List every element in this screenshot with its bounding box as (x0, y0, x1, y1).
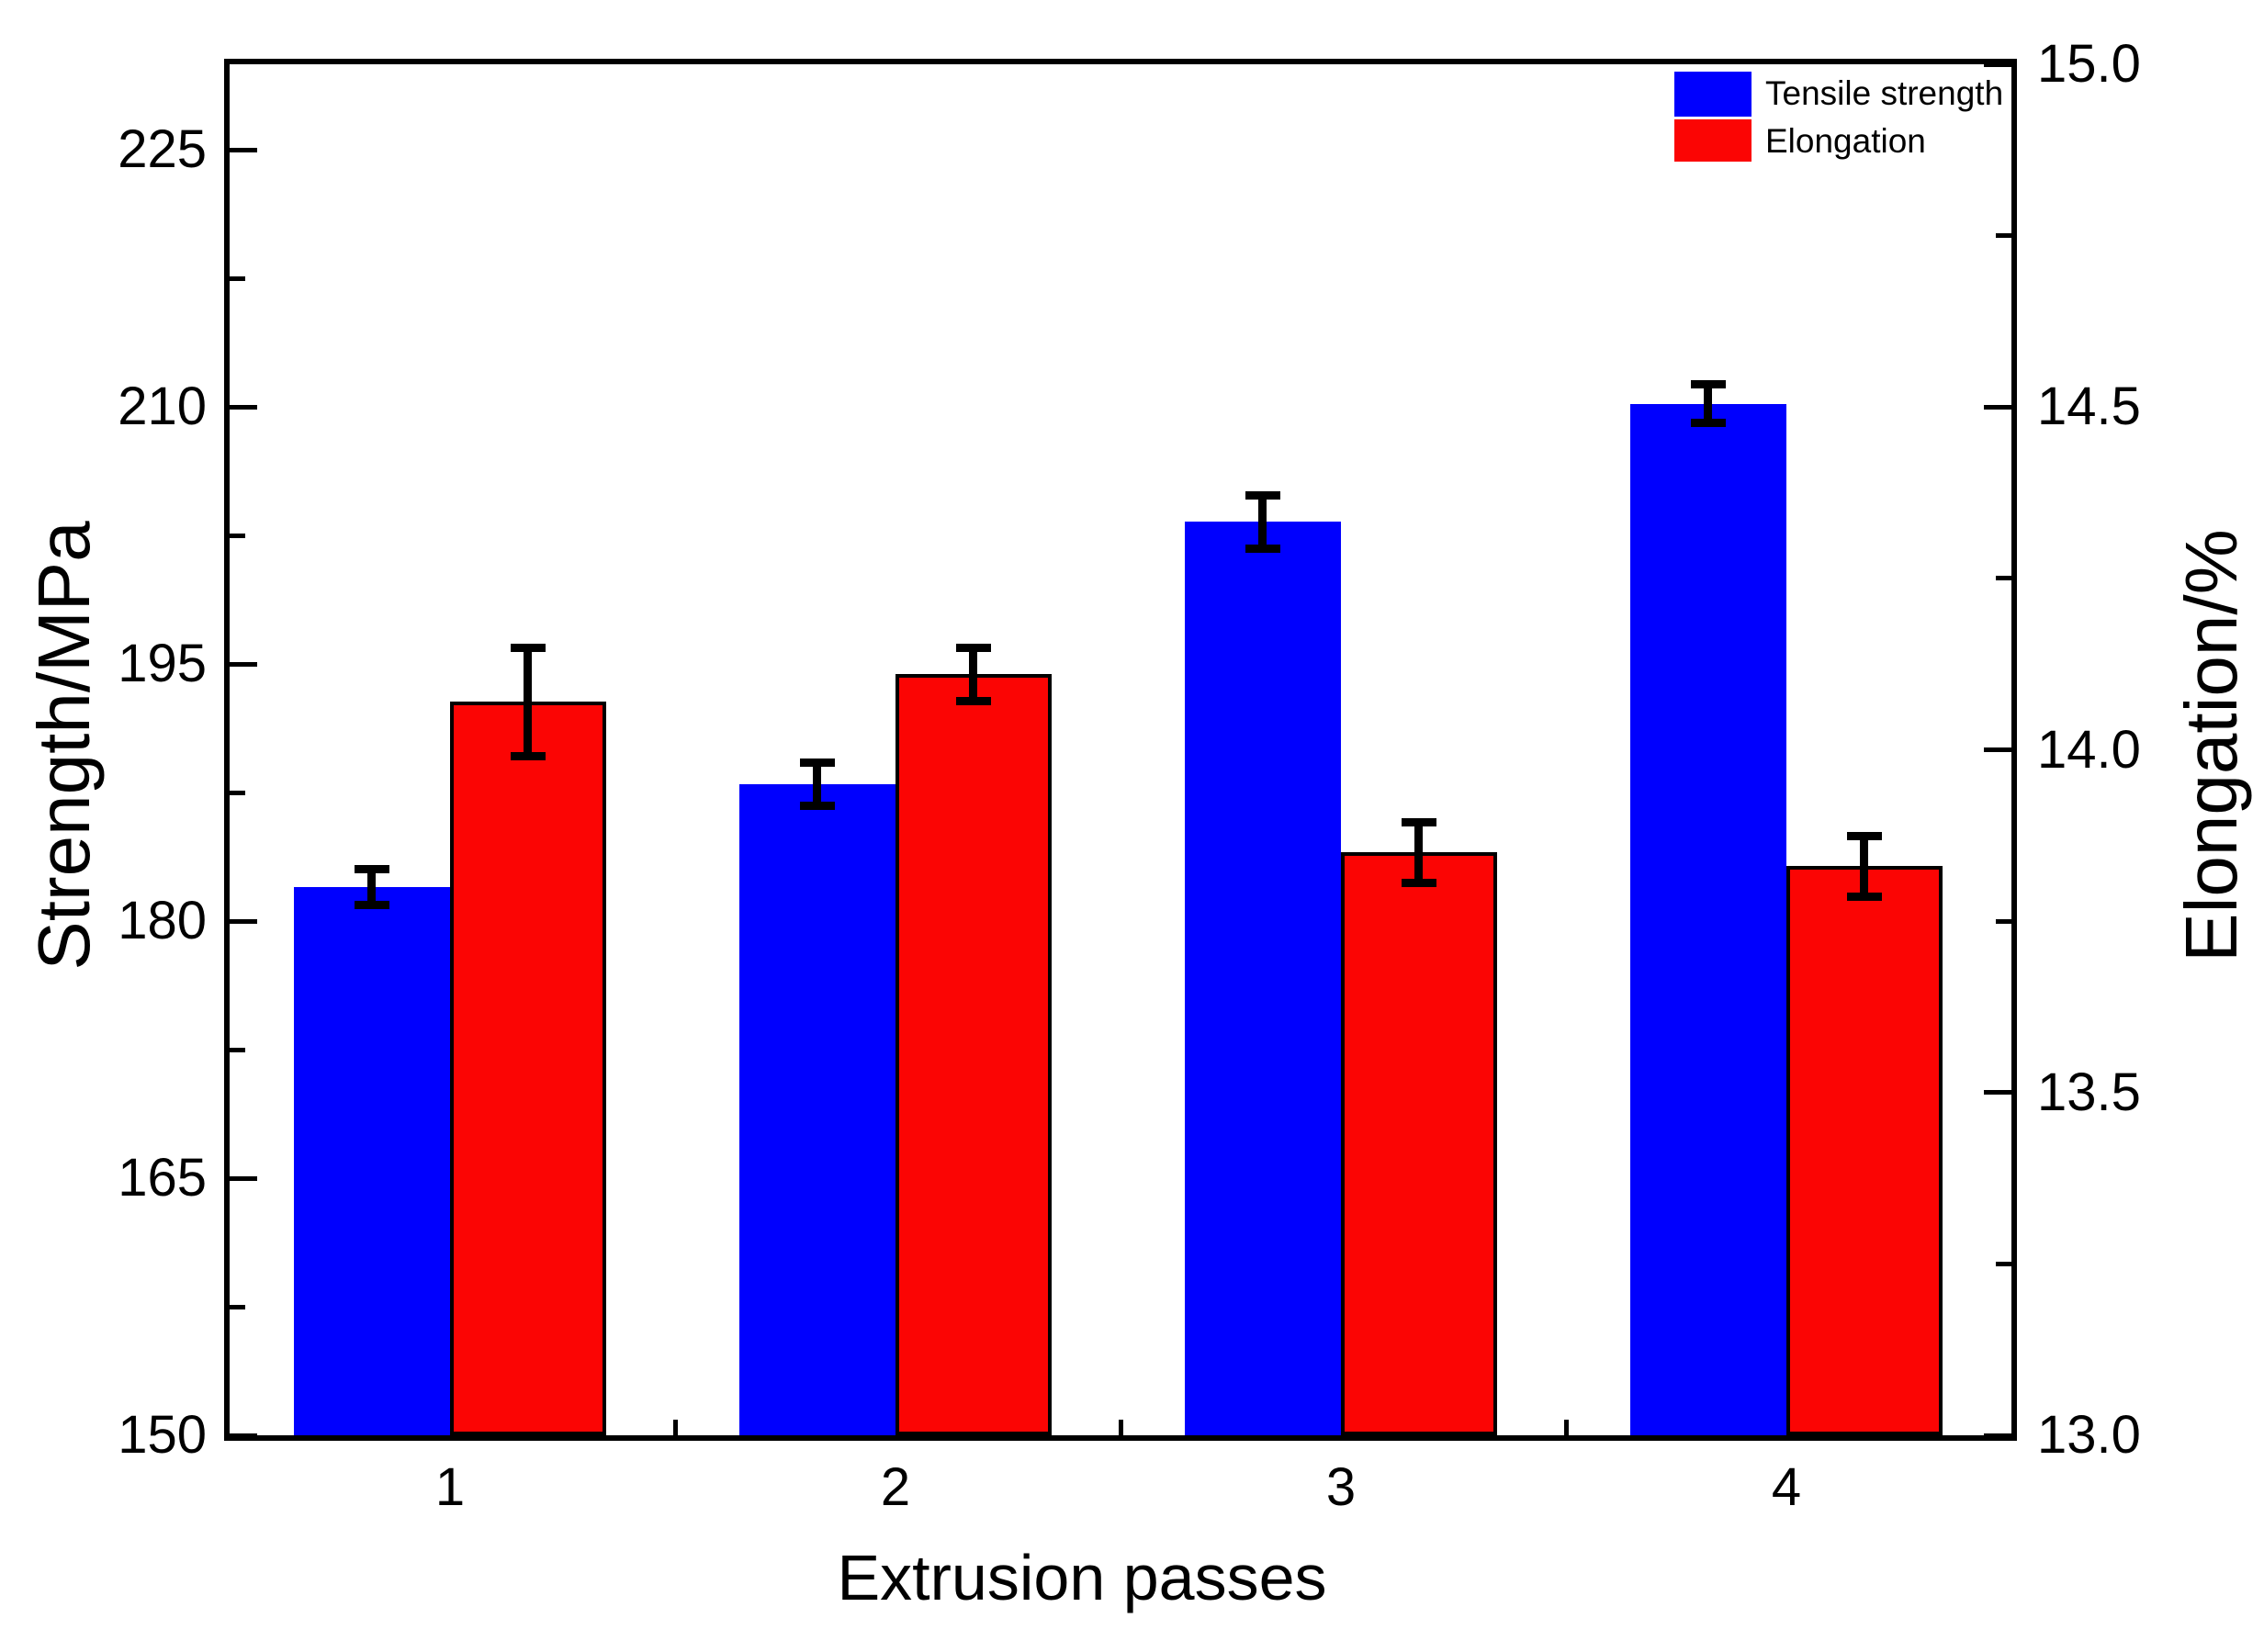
right-axis-tick-label: 13.0 (2037, 1405, 2141, 1465)
x-axis-minor-tick (672, 1420, 678, 1435)
error-bar-cap-bottom (510, 751, 546, 760)
left-axis-tick-label: 150 (118, 1405, 207, 1465)
tensile-strength-bar-2 (738, 783, 895, 1435)
error-bar-stem (1258, 490, 1267, 553)
error-bar-cap-top (510, 643, 546, 652)
error-bar-cap-top (1846, 832, 1882, 841)
right-axis-tick-label: 15.0 (2037, 34, 2141, 94)
right-axis-tick-label: 14.5 (2037, 376, 2141, 437)
left-axis-tick-label: 165 (118, 1148, 207, 1208)
right-axis-major-tick (1984, 62, 2011, 67)
elongation-legend-label: Elongation (1765, 122, 1926, 160)
error-bar-stem (813, 758, 822, 810)
tensile-strength-legend-label: Tensile strength (1765, 74, 2004, 112)
left-axis-major-tick (230, 918, 257, 924)
error-bar-stem (367, 864, 377, 910)
error-bar-stem (1860, 832, 1869, 901)
left-axis-tick-label: 180 (118, 891, 207, 951)
error-bar-cap-bottom (1690, 418, 1726, 427)
error-bar-cap-bottom (354, 901, 389, 910)
right-axis-tick-label: 13.5 (2037, 1062, 2141, 1122)
right-axis-major-tick (1984, 747, 2011, 752)
error-bar-cap-bottom (1401, 878, 1436, 887)
right-axis-major-tick (1984, 1090, 2011, 1096)
left-axis-tick-label: 210 (118, 376, 207, 437)
error-bar-stem (1414, 818, 1424, 887)
right-axis-minor-tick (1996, 918, 2011, 924)
error-bar-cap-bottom (1245, 544, 1280, 553)
left-axis-minor-tick (230, 790, 245, 795)
right-axis-minor-tick (1996, 1261, 2011, 1266)
left-axis-major-tick (230, 1433, 257, 1438)
error-bar-cap-top (1690, 380, 1726, 389)
right-axis-title: Elongation/% (2170, 529, 2252, 962)
left-axis-minor-tick (230, 1047, 245, 1052)
error-bar (1846, 832, 1882, 901)
error-bar-cap-top (799, 758, 835, 767)
error-bar (955, 643, 991, 705)
plot-area: Tensile strength Elongation (230, 62, 2011, 1438)
elongation-bar-4 (1785, 866, 1943, 1435)
error-bar (1245, 490, 1280, 553)
error-bar-cap-bottom (1846, 892, 1882, 901)
left-axis-major-tick (230, 1175, 257, 1181)
error-bar-stem (524, 643, 533, 760)
error-bar (354, 864, 389, 910)
left-axis-major-tick (230, 661, 257, 667)
tensile-strength-bar-3 (1184, 522, 1341, 1435)
elongation-bar-1 (449, 702, 606, 1435)
left-axis-minor-tick (230, 1304, 245, 1309)
error-bar-cap-top (354, 864, 389, 873)
x-axis-minor-tick (1563, 1420, 1569, 1435)
left-axis-major-tick (230, 404, 257, 410)
elongation-bar-3 (1340, 852, 1497, 1435)
right-axis-minor-tick (1996, 576, 2011, 581)
elongation-bar-2 (895, 674, 1052, 1435)
error-bar-cap-top (955, 643, 991, 652)
left-axis-minor-tick (230, 533, 245, 538)
right-axis-tick-label: 14.0 (2037, 719, 2141, 780)
tensile-strength-bar-4 (1629, 403, 1786, 1435)
error-bar-cap-top (1245, 490, 1280, 500)
error-bar-stem (1704, 380, 1713, 427)
x-axis-minor-tick (1118, 1420, 1123, 1435)
left-axis-major-tick (230, 147, 257, 152)
error-bar-cap-top (1401, 818, 1436, 827)
error-bar (1690, 380, 1726, 427)
tensile-strength-bar-1 (293, 886, 450, 1435)
left-axis-tick-label: 225 (118, 119, 207, 180)
error-bar-cap-bottom (955, 696, 991, 705)
right-axis-major-tick (1984, 404, 2011, 410)
x-axis-tick-label: 2 (880, 1457, 911, 1517)
right-axis-minor-tick (1996, 233, 2011, 239)
tensile-strength-legend-swatch (1674, 72, 1752, 117)
x-axis-title: Extrusion passes (837, 1542, 1327, 1613)
right-axis-major-tick (1984, 1433, 2011, 1438)
x-axis-tick-label: 3 (1325, 1457, 1357, 1517)
error-bar (799, 758, 835, 810)
left-axis-tick-label: 195 (118, 634, 207, 694)
elongation-legend-swatch (1674, 119, 1752, 162)
x-axis-tick-label: 1 (434, 1457, 466, 1517)
left-axis-minor-tick (230, 275, 245, 281)
error-bar-stem (969, 643, 978, 705)
error-bar (1401, 818, 1436, 887)
error-bar-cap-bottom (799, 801, 835, 810)
error-bar (510, 643, 546, 760)
x-axis-tick-label: 4 (1771, 1457, 1802, 1517)
plot-frame: Tensile strength Elongation (224, 59, 2017, 1441)
